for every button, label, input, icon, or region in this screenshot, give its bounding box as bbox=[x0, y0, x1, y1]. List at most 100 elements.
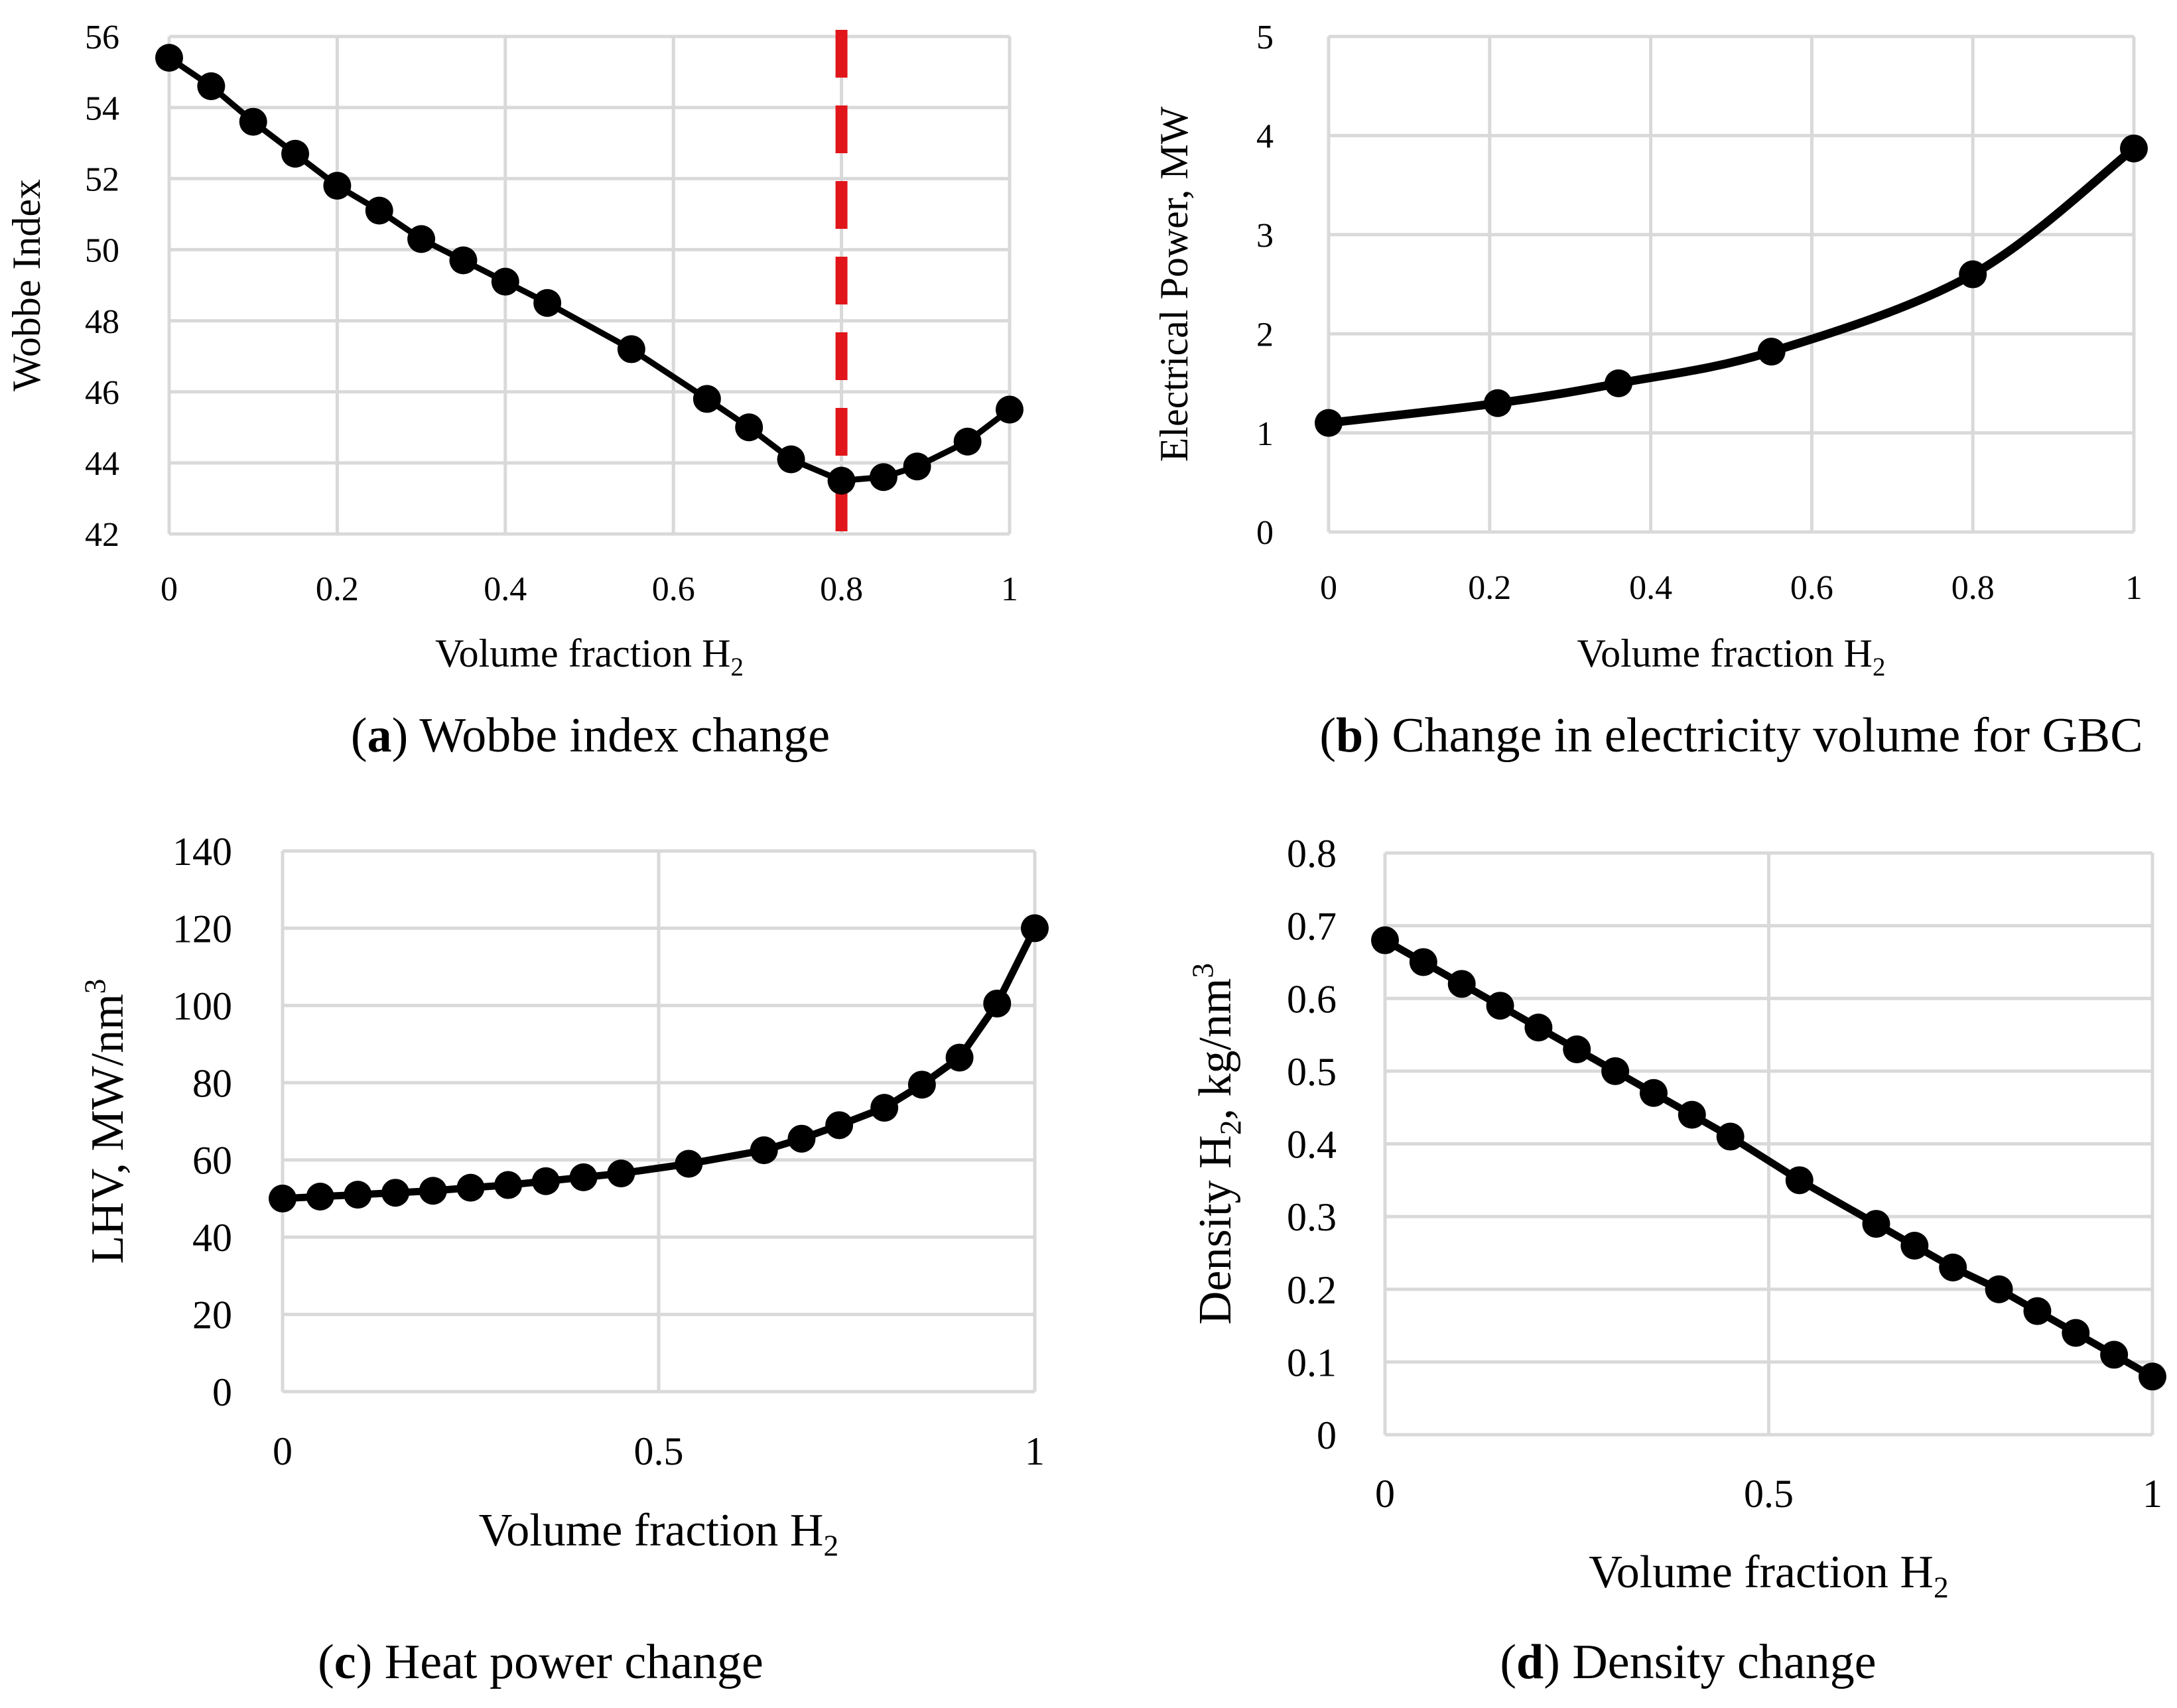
data-point bbox=[2120, 134, 2148, 163]
data-point bbox=[827, 466, 856, 495]
data-point bbox=[777, 445, 805, 474]
y-tick-label: 0.8 bbox=[1287, 832, 1337, 876]
data-point bbox=[491, 267, 519, 296]
data-point bbox=[1483, 389, 1512, 417]
data-point bbox=[953, 427, 982, 456]
data-point bbox=[533, 289, 562, 317]
data-point bbox=[1678, 1100, 1706, 1129]
data-point bbox=[1563, 1035, 1591, 1063]
data-point bbox=[1862, 1210, 1890, 1238]
y-tick-label: 42 bbox=[85, 516, 119, 554]
data-point bbox=[239, 107, 267, 136]
x-axis-title: Volume fraction H2 bbox=[435, 631, 744, 681]
data-point bbox=[1524, 1014, 1553, 1042]
y-tick-label: 1 bbox=[1256, 415, 1274, 453]
x-axis-title: Volume fraction H2 bbox=[1577, 631, 1886, 681]
y-tick-label: 40 bbox=[192, 1216, 232, 1260]
x-tick-label: 1 bbox=[1001, 570, 1018, 608]
data-point bbox=[1639, 1079, 1668, 1107]
data-point bbox=[869, 463, 897, 492]
y-tick-label: 0.1 bbox=[1287, 1341, 1337, 1384]
y-tick-label: 140 bbox=[172, 830, 232, 874]
y-axis-title: Density H2, kg/nm3 bbox=[1185, 963, 1247, 1325]
panel-caption: (a) Wobbe index change bbox=[351, 708, 830, 763]
data-point bbox=[1985, 1275, 2013, 1303]
y-tick-label: 0 bbox=[212, 1370, 232, 1414]
x-tick-label: 0.6 bbox=[1790, 569, 1833, 607]
series-line bbox=[1328, 145, 2137, 428]
x-tick-label: 1 bbox=[1025, 1429, 1045, 1473]
y-tick-label: 50 bbox=[85, 232, 119, 270]
data-point bbox=[607, 1159, 635, 1188]
data-point bbox=[735, 413, 763, 442]
y-tick-label: 0.5 bbox=[1287, 1050, 1337, 1094]
data-point bbox=[281, 139, 310, 168]
y-axis-title: Electrical Power, MW bbox=[1152, 106, 1196, 462]
panel-caption: (c) Heat power change bbox=[318, 1635, 763, 1689]
y-tick-label: 52 bbox=[85, 161, 119, 198]
data-point bbox=[2100, 1341, 2129, 1369]
y-tick-label: 4 bbox=[1256, 118, 1274, 156]
data-point bbox=[2139, 1362, 2166, 1391]
x-tick-label: 0.6 bbox=[652, 570, 695, 608]
data-point bbox=[344, 1181, 372, 1209]
data-point bbox=[1486, 992, 1514, 1020]
data-point bbox=[531, 1167, 560, 1195]
data-point bbox=[617, 335, 645, 363]
data-point bbox=[693, 385, 721, 413]
data-point bbox=[323, 172, 352, 200]
y-tick-label: 0.3 bbox=[1287, 1195, 1337, 1239]
data-point bbox=[1757, 338, 1786, 366]
y-tick-label: 5 bbox=[1256, 19, 1274, 56]
data-point bbox=[2062, 1319, 2090, 1347]
data-point bbox=[2023, 1297, 2052, 1325]
data-point bbox=[996, 395, 1023, 424]
x-tick-label: 0.2 bbox=[1468, 569, 1511, 607]
data-point bbox=[1605, 369, 1633, 397]
data-point bbox=[1021, 914, 1049, 943]
data-point bbox=[407, 225, 436, 253]
data-point bbox=[750, 1136, 778, 1165]
x-tick-label: 0.4 bbox=[484, 570, 527, 608]
y-axis-title: Wobbe Index bbox=[5, 179, 48, 391]
data-point bbox=[1447, 970, 1476, 998]
data-point bbox=[269, 1184, 297, 1213]
x-axis-title: Volume fraction H2 bbox=[479, 1505, 838, 1562]
y-tick-label: 46 bbox=[85, 374, 119, 412]
x-tick-label: 1 bbox=[2125, 569, 2143, 607]
y-tick-label: 0.6 bbox=[1287, 977, 1337, 1021]
data-point bbox=[1900, 1231, 1929, 1260]
y-tick-label: 0.4 bbox=[1287, 1123, 1337, 1167]
y-tick-label: 3 bbox=[1256, 217, 1274, 255]
y-tick-label: 0 bbox=[1317, 1413, 1337, 1457]
x-tick-label: 0 bbox=[1320, 569, 1337, 607]
x-tick-label: 0 bbox=[273, 1429, 293, 1473]
y-tick-label: 44 bbox=[85, 445, 119, 483]
x-tick-label: 0.2 bbox=[316, 570, 359, 608]
x-tick-label: 0.5 bbox=[1744, 1472, 1794, 1516]
y-tick-label: 100 bbox=[172, 984, 232, 1028]
x-tick-label: 0.5 bbox=[634, 1429, 684, 1473]
data-point bbox=[825, 1111, 854, 1140]
x-tick-label: 0 bbox=[161, 570, 178, 608]
data-point bbox=[1785, 1166, 1814, 1195]
data-point bbox=[945, 1043, 974, 1072]
data-point bbox=[1716, 1122, 1745, 1151]
data-point bbox=[1939, 1253, 1967, 1281]
data-point bbox=[381, 1179, 410, 1207]
y-tick-label: 48 bbox=[85, 303, 119, 341]
data-point bbox=[1601, 1057, 1630, 1085]
x-tick-label: 0.4 bbox=[1629, 569, 1672, 607]
series-line bbox=[167, 55, 1012, 484]
y-tick-label: 0 bbox=[1256, 514, 1274, 552]
x-tick-label: 1 bbox=[2143, 1472, 2162, 1516]
data-point bbox=[155, 44, 183, 72]
y-tick-label: 0.7 bbox=[1287, 905, 1337, 949]
chart-panel-d: 0 0.5 1 0 0.1 0.2 0.3 0.4 0.5 0.6 0.7 0.8 Volume fra… bbox=[1185, 832, 2166, 1689]
data-point bbox=[449, 246, 478, 275]
y-tick-label: 0.2 bbox=[1287, 1268, 1337, 1312]
data-point bbox=[494, 1171, 523, 1199]
data-point bbox=[903, 452, 931, 481]
data-point bbox=[675, 1150, 703, 1178]
